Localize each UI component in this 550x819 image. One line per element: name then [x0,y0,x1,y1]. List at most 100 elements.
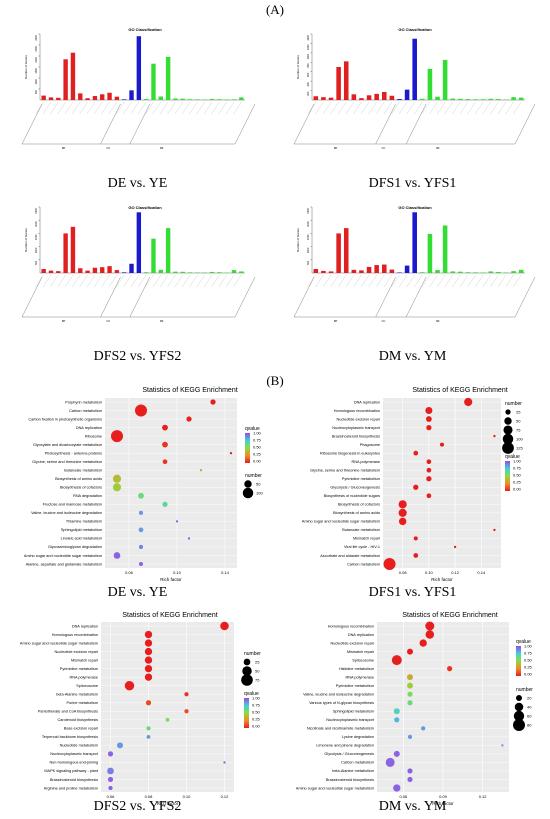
x-tick-label: 0.08 [145,794,154,799]
go-chart-4: 500 1000 1500 2000 2500 Number of Genes BP CC MF [293,206,536,323]
number-legend-label: 50 [256,482,261,487]
qvalue-tick-label: 0.75 [524,651,533,656]
bubble [464,397,473,407]
category-label [315,101,324,115]
category-label [315,274,324,288]
x-tick-label: 0.14 [221,570,230,575]
number-legend-dot [503,425,513,435]
bar [389,95,395,100]
bubble [413,484,419,490]
bar [195,272,200,273]
category-label [233,101,242,115]
bubble [425,406,433,415]
bar [70,226,76,273]
term-label: Fructose and mannose metabolism [43,503,102,507]
bar [122,99,127,100]
number-legend-dot [513,710,525,722]
term-label: Mismatch repair [71,658,99,662]
y-tick-label: 2500 [35,45,38,51]
term-label: Biosynthesis of cofactors [60,486,102,490]
bubble [144,673,153,681]
bar [420,98,425,100]
category-label [174,101,183,115]
bar [151,238,156,273]
bar [209,98,215,100]
number-legend-label: 25 [516,410,521,415]
term-label: Pyrimidine metabolism [60,667,98,671]
term-label: Amino sugar and nucleotide sugar metabol… [24,554,102,558]
qvalue-tick-label: 0.50 [252,710,261,715]
term-label: Pyrimidine metabolism [336,684,374,688]
category-label [429,101,438,115]
term-label: Base excision repair [64,727,99,731]
bubble [135,404,147,417]
term-label: Pantothenate and CoA biosynthesis [38,710,98,714]
term-label: Spliceosome [352,658,374,662]
bar [503,272,509,273]
bar [465,272,471,273]
bar [114,270,120,273]
category-label [203,101,213,115]
group-divider [100,276,121,318]
category-label [79,274,88,288]
category-label [368,274,377,288]
category-label [398,274,408,288]
term-label: Carbon metabolism [69,409,102,413]
bubble [210,399,216,405]
y-tick-label: 400 [307,82,310,87]
bar [518,97,524,100]
y-tick-label: 1000 [307,247,310,253]
category-label [94,101,103,115]
category-label [513,101,522,115]
number-legend-label: 75 [516,428,521,433]
term-label: Mismatch repair [347,650,375,654]
category-label [225,274,235,288]
number-legend-dot [244,480,252,488]
bubble [413,536,418,541]
category-label [497,274,507,288]
group-divider [375,276,396,318]
number-legend-dot [242,487,254,499]
bar [473,99,478,100]
bar [328,97,334,100]
y-tick-label: 600 [307,72,310,77]
bubble [162,501,168,507]
bubble [393,708,400,715]
term-label: Nucleotide excision repair [55,650,99,654]
bubble [175,520,179,523]
qvalue-colorbar [505,461,510,491]
category-label [116,274,125,288]
term-label: Carbon metabolism [347,562,380,566]
bubble [393,784,401,792]
term-label: Homologous recombination [328,624,374,628]
kegg-chart-1: Porphyrin metabolism Carbon metabolism Car… [24,398,263,582]
category-label [421,101,431,115]
bar [427,68,433,100]
category-label [513,274,522,288]
y-tick-label: 2000 [307,221,310,227]
x-tick-label: 0.12 [221,794,230,799]
y-tick-label: 800 [307,63,310,68]
term-label: Ascorbate and aldarate metabolism [320,554,380,558]
group-divider [375,103,396,145]
category-label [338,101,347,115]
bar [41,269,46,273]
qvalue-colorbar [516,646,521,676]
qvalue-tick-label: 0.25 [513,480,522,485]
category-label [322,101,332,115]
category-label [108,101,118,115]
y-tick-label: 1500 [307,234,310,240]
number-legend-label: 125 [516,446,523,451]
number-legend-label: 50 [516,419,521,424]
bar [165,56,171,100]
bar [107,266,112,273]
category-label [376,274,385,288]
qvalue-legend-title: qvalue [245,426,260,432]
bar [63,59,68,100]
plot-panel [101,622,234,792]
go-chart-1: 500 1000 1500 2000 2500 3000 Number of Genes BP… [21,33,256,150]
bubble [162,441,168,448]
bar [511,271,516,273]
category-label [64,274,74,288]
bubble [144,639,153,647]
